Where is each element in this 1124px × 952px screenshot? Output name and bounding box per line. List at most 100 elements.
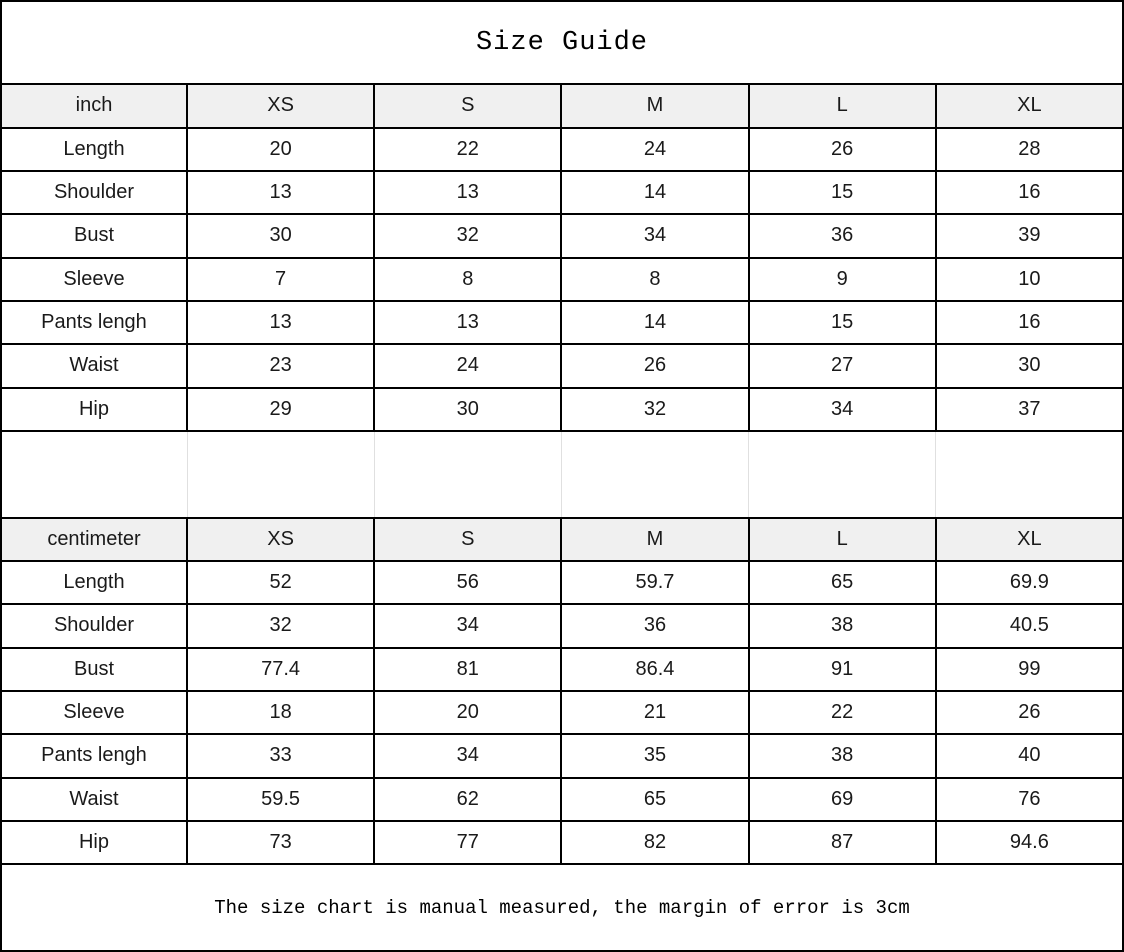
inch-header-row: inch XS S M L XL bbox=[0, 83, 1124, 129]
measurement-row: Waist 23 24 26 27 30 bbox=[0, 343, 1124, 389]
spacer-cell bbox=[748, 430, 936, 518]
size-column-header: M bbox=[560, 83, 750, 129]
measurement-label-cell: Pants lengh bbox=[0, 299, 188, 346]
measurement-value-cell: 24 bbox=[373, 343, 563, 389]
spacer-cell bbox=[373, 430, 562, 518]
measurement-value-cell: 39 bbox=[934, 213, 1124, 259]
measurement-value-cell: 10 bbox=[934, 256, 1124, 302]
measurement-value-cell: 13 bbox=[373, 299, 563, 346]
measurement-row: Sleeve 18 20 21 22 26 bbox=[0, 689, 1124, 736]
measurement-label-cell: Length bbox=[0, 126, 188, 172]
measurement-value-cell: 24 bbox=[560, 126, 750, 172]
measurement-value-cell: 59.7 bbox=[560, 559, 750, 606]
measurement-value-cell: 76 bbox=[934, 776, 1124, 822]
measurement-value-cell: 34 bbox=[373, 733, 563, 779]
measurement-label-cell: Hip bbox=[0, 386, 188, 432]
measurement-value-cell: 59.5 bbox=[185, 776, 376, 822]
measurement-row: Shoulder 32 34 36 38 40.5 bbox=[0, 603, 1124, 649]
spacer-cell bbox=[186, 430, 375, 518]
size-column-header: S bbox=[373, 516, 563, 562]
measurement-value-cell: 73 bbox=[185, 819, 376, 866]
measurement-value-cell: 26 bbox=[747, 126, 937, 172]
size-column-header: XL bbox=[934, 516, 1124, 562]
spacer-row bbox=[1, 430, 1123, 518]
size-column-header: XS bbox=[185, 83, 376, 129]
measurement-value-cell: 36 bbox=[560, 603, 750, 649]
measurement-value-cell: 15 bbox=[747, 169, 937, 216]
measurement-value-cell: 34 bbox=[747, 386, 937, 432]
unit-label-cell: centimeter bbox=[0, 516, 188, 562]
measurement-value-cell: 32 bbox=[373, 213, 563, 259]
measurement-value-cell: 13 bbox=[185, 169, 376, 216]
measurement-value-cell: 8 bbox=[373, 256, 563, 302]
measurement-value-cell: 29 bbox=[185, 386, 376, 432]
spacer-cell bbox=[1, 431, 187, 518]
measurement-label-cell: Sleeve bbox=[0, 689, 188, 736]
measurement-row: Pants lengh 33 34 35 38 40 bbox=[0, 733, 1124, 779]
measurement-value-cell: 30 bbox=[373, 386, 563, 432]
measurement-row: Bust 30 32 34 36 39 bbox=[0, 213, 1124, 259]
measurement-value-cell: 13 bbox=[373, 169, 563, 216]
measurement-value-cell: 86.4 bbox=[560, 646, 750, 692]
measurement-value-cell: 82 bbox=[560, 819, 750, 866]
measurement-value-cell: 20 bbox=[373, 689, 563, 736]
measurement-label-cell: Waist bbox=[0, 343, 188, 389]
measurement-value-cell: 38 bbox=[747, 603, 937, 649]
measurement-value-cell: 34 bbox=[560, 213, 750, 259]
measurement-value-cell: 77.4 bbox=[185, 646, 376, 692]
size-column-header: L bbox=[747, 516, 937, 562]
measurement-row: Sleeve 7 8 8 9 10 bbox=[0, 256, 1124, 302]
measurement-value-cell: 18 bbox=[185, 689, 376, 736]
measurement-label-cell: Hip bbox=[0, 819, 188, 866]
measurement-value-cell: 40 bbox=[934, 733, 1124, 779]
measurement-value-cell: 56 bbox=[373, 559, 563, 606]
measurement-value-cell: 34 bbox=[373, 603, 563, 649]
title-section: Size Guide bbox=[1, 1, 1123, 86]
measurement-value-cell: 7 bbox=[185, 256, 376, 302]
centimeter-table: centimeter XS S M L XL Length 52 56 59.7 65 69.9 Sho… bbox=[0, 516, 1124, 866]
spacer-cell bbox=[935, 430, 1123, 518]
measurement-value-cell: 32 bbox=[185, 603, 376, 649]
measurement-label-cell: Shoulder bbox=[0, 603, 188, 649]
measurement-value-cell: 26 bbox=[560, 343, 750, 389]
measurement-value-cell: 14 bbox=[560, 299, 750, 346]
measurement-value-cell: 87 bbox=[747, 819, 937, 866]
measurement-value-cell: 62 bbox=[373, 776, 563, 822]
measurement-label-cell: Bust bbox=[0, 213, 188, 259]
measurement-value-cell: 16 bbox=[934, 299, 1124, 346]
measurement-value-cell: 26 bbox=[934, 689, 1124, 736]
unit-label-cell: inch bbox=[0, 83, 188, 129]
measurement-value-cell: 30 bbox=[185, 213, 376, 259]
measurement-value-cell: 22 bbox=[373, 126, 563, 172]
size-column-header: XS bbox=[185, 516, 376, 562]
measurement-value-cell: 9 bbox=[747, 256, 937, 302]
measurement-label-cell: Bust bbox=[0, 646, 188, 692]
measurement-value-cell: 99 bbox=[934, 646, 1124, 692]
title-row: Size Guide bbox=[1, 1, 1123, 86]
measurement-value-cell: 35 bbox=[560, 733, 750, 779]
measurement-value-cell: 77 bbox=[373, 819, 563, 866]
measurement-label-cell: Waist bbox=[0, 776, 188, 822]
measurement-value-cell: 65 bbox=[560, 776, 750, 822]
measurement-value-cell: 15 bbox=[747, 299, 937, 346]
measurement-value-cell: 28 bbox=[934, 126, 1124, 172]
measurement-row: Bust 77.4 81 86.4 91 99 bbox=[0, 646, 1124, 692]
measurement-value-cell: 40.5 bbox=[934, 603, 1124, 649]
measurement-value-cell: 27 bbox=[747, 343, 937, 389]
measurement-label-cell: Pants lengh bbox=[0, 733, 188, 779]
measurement-value-cell: 65 bbox=[747, 559, 937, 606]
measurement-row: Hip 73 77 82 87 94.6 bbox=[0, 819, 1124, 866]
footer-row: The size chart is manual measured, the m… bbox=[1, 863, 1123, 951]
measurement-value-cell: 33 bbox=[185, 733, 376, 779]
measurement-row: Length 52 56 59.7 65 69.9 bbox=[0, 559, 1124, 606]
size-column-header: L bbox=[747, 83, 937, 129]
measurement-label-cell: Length bbox=[0, 559, 188, 606]
measurement-row: Pants lengh 13 13 14 15 16 bbox=[0, 299, 1124, 346]
size-column-header: XL bbox=[934, 83, 1124, 129]
measurement-label-cell: Sleeve bbox=[0, 256, 188, 302]
footer-section: The size chart is manual measured, the m… bbox=[1, 863, 1123, 951]
page-title: Size Guide bbox=[1, 1, 1123, 86]
measurement-value-cell: 30 bbox=[934, 343, 1124, 389]
measurement-value-cell: 21 bbox=[560, 689, 750, 736]
centimeter-header-row: centimeter XS S M L XL bbox=[0, 516, 1124, 562]
